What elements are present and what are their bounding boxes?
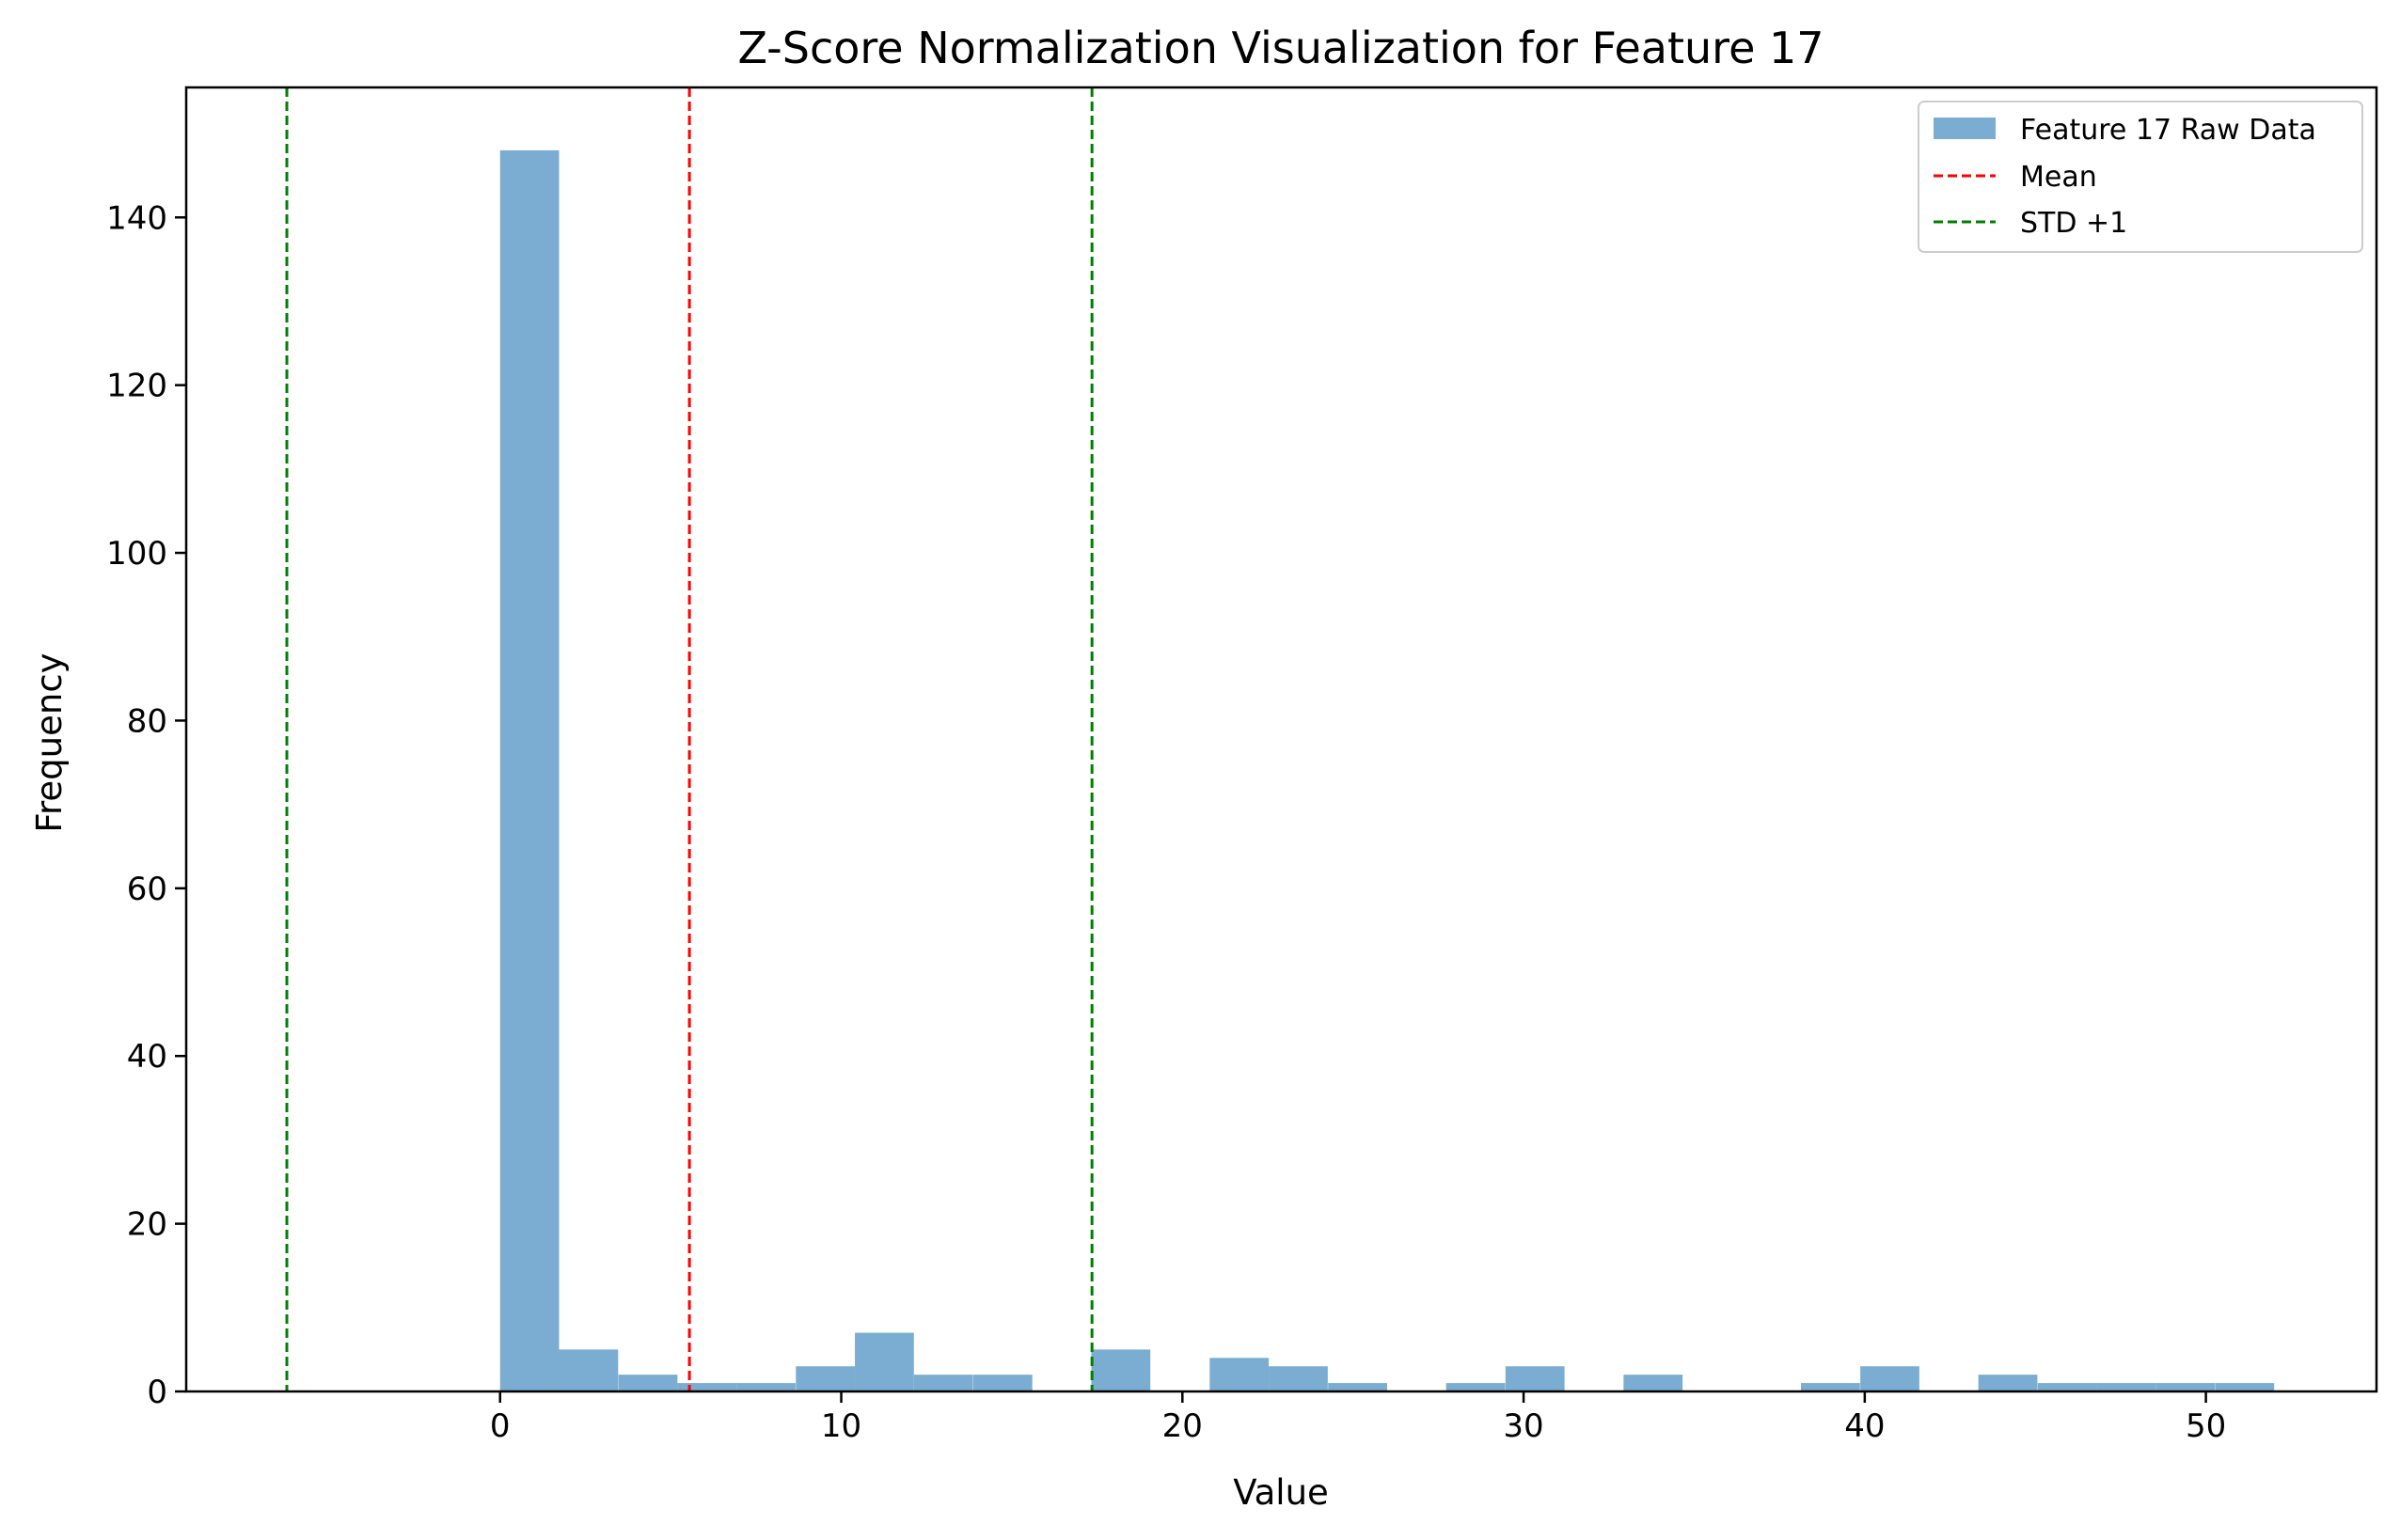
reference-lines: [285, 87, 1094, 1391]
histogram-bar: [677, 1383, 737, 1391]
histogram-bar: [1091, 1349, 1151, 1391]
legend-label-mean: Mean: [2020, 161, 2097, 194]
legend-label-std: STD +1: [2020, 207, 2127, 240]
x-tick-label: 40: [1844, 1407, 1885, 1445]
histogram-bar: [2037, 1383, 2097, 1391]
histogram-bar: [796, 1366, 856, 1391]
histogram-bar: [1978, 1375, 2038, 1391]
plot-frame: [184, 86, 2378, 1393]
histogram-bar: [1623, 1375, 1683, 1391]
histogram-bar: [1505, 1366, 1565, 1391]
y-axis-ticks: 0 20 40 60 80 100 120 140: [106, 199, 186, 1411]
legend-box: [1918, 101, 2363, 253]
y-tick-label: 20: [127, 1206, 167, 1244]
histogram-bar: [618, 1375, 678, 1391]
histogram-bar: [913, 1375, 973, 1391]
histogram-bars: [499, 149, 2275, 1392]
histogram-bar: [1445, 1383, 1506, 1391]
legend-label-raw-data: Feature 17 Raw Data: [2020, 114, 2316, 147]
histogram-bar: [855, 1332, 914, 1391]
y-tick-label: 0: [147, 1374, 167, 1411]
histogram-bar: [736, 1383, 796, 1391]
y-tick-label: 100: [106, 535, 167, 573]
x-axis-label: Value: [1233, 1472, 1329, 1513]
histogram-bar: [1328, 1383, 1387, 1391]
histogram-bar: [1860, 1366, 1919, 1391]
y-tick-label: 80: [127, 702, 167, 740]
histogram-bar: [559, 1349, 619, 1391]
histogram-bar: [2215, 1383, 2275, 1391]
chart-title: Z-Score Normalization Visualization for …: [737, 23, 1824, 73]
histogram-bar: [1209, 1358, 1270, 1391]
histogram-bar: [1269, 1366, 1328, 1391]
legend: Feature 17 Raw Data Mean STD +1: [1918, 101, 2363, 253]
y-tick-label: 40: [127, 1038, 167, 1076]
histogram-bar: [2096, 1383, 2156, 1391]
y-tick-label: 120: [106, 368, 167, 405]
x-tick-label: 10: [821, 1407, 861, 1445]
y-tick-label: 60: [127, 871, 167, 908]
x-tick-label: 20: [1162, 1407, 1203, 1445]
x-tick-label: 50: [2186, 1407, 2226, 1445]
histogram-bar: [499, 149, 560, 1392]
x-tick-label: 30: [1503, 1407, 1543, 1445]
x-axis-ticks: 0 10 20 30 40 50: [490, 1391, 2226, 1445]
histogram-bar: [972, 1375, 1033, 1391]
y-axis-label: Frequency: [29, 652, 70, 832]
legend-swatch-raw-data: [1934, 118, 1996, 139]
x-tick-label: 0: [490, 1407, 511, 1445]
histogram-bar: [2155, 1383, 2216, 1391]
y-tick-label: 140: [106, 199, 167, 237]
histogram-bar: [1801, 1383, 1860, 1391]
